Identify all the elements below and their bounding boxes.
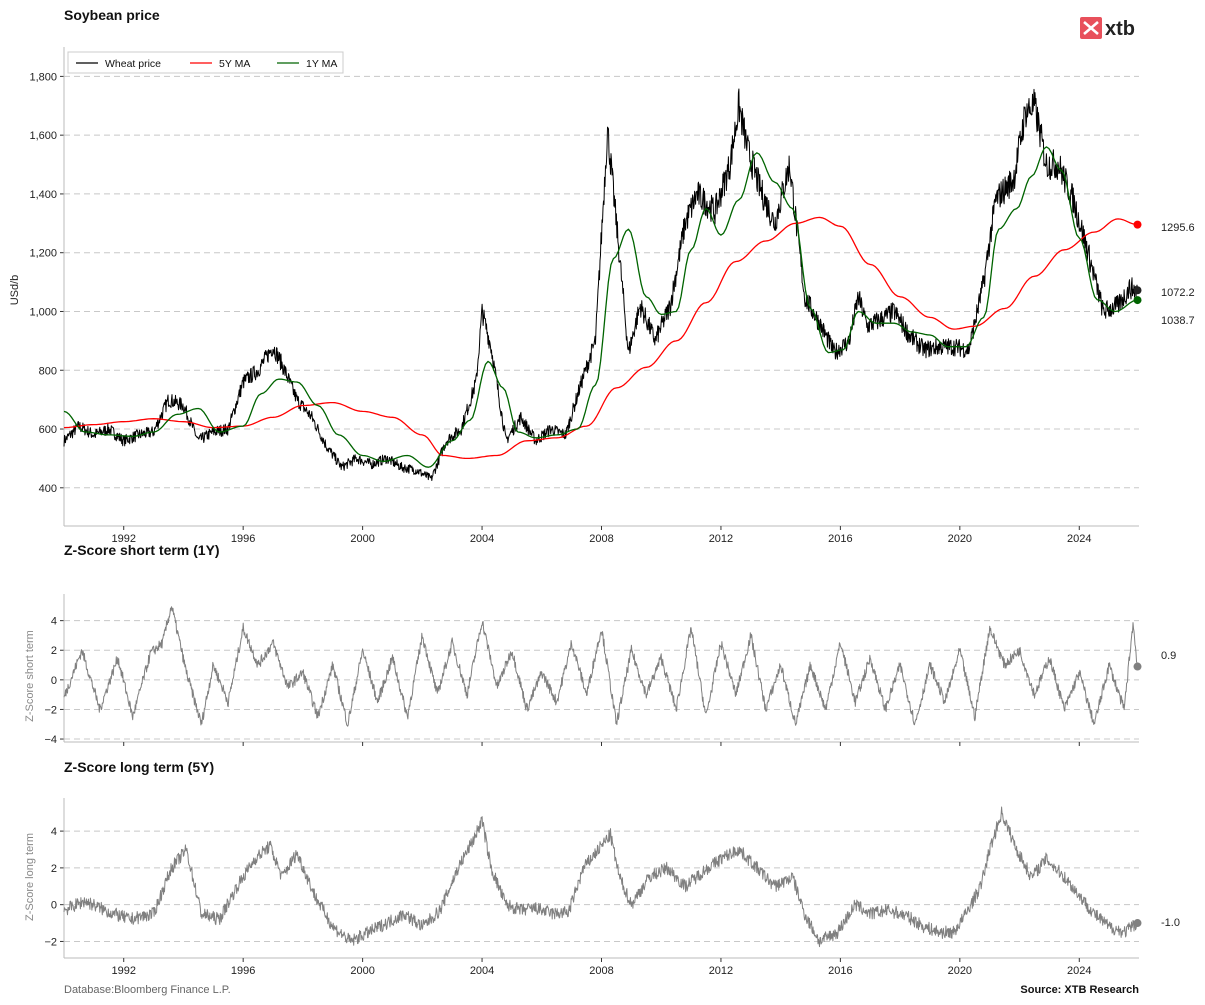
x-tick-label: 2000 (350, 965, 374, 977)
z-score-short-term-line (63, 606, 1138, 727)
y-tick-label: 1,200 (29, 248, 57, 260)
y-tick-label: 1,000 (29, 306, 57, 318)
end-point-marker (1133, 286, 1142, 295)
end-label-1y-ma: 1038.7 (1161, 315, 1195, 327)
x-tick-label: 2004 (470, 965, 494, 977)
x-tick-label: 1996 (231, 965, 255, 977)
price-legend: Wheat price 5Y MA 1Y MA (67, 51, 344, 74)
z-score-long-term-line (63, 806, 1138, 948)
xtb-logo: xtb (1080, 17, 1135, 40)
y-tick-label: 800 (39, 365, 57, 377)
y-tick-label: −2 (44, 704, 57, 716)
zscore-long-panel: 4 2 0 −2 1992 1996 2000 2004 2008 2012 2016 2020 202… (44, 798, 1142, 977)
xtb-logo-x-icon (1083, 21, 1099, 35)
x-tick-label: 2024 (1067, 533, 1091, 545)
y-tick-label: 600 (39, 424, 57, 436)
y-tick-label: 1,400 (29, 189, 57, 201)
y-tick-label: 1,600 (29, 130, 57, 142)
panel-title-price: Soybean price (64, 7, 160, 23)
x-tick-label: 2016 (828, 965, 852, 977)
y-tick-label: −2 (44, 936, 57, 948)
y-tick-label: 0 (51, 900, 57, 912)
x-tick-label: 2024 (1067, 965, 1091, 977)
x-tick-label: 2008 (589, 533, 613, 545)
xtb-logo-text: xtb (1105, 18, 1135, 40)
zscore-short-panel: 4 2 0 −2 −4 (44, 594, 1142, 746)
footer-source: Source: XTB Research (1020, 984, 1139, 996)
x-tick-label: 2000 (350, 533, 374, 545)
end-label-zshort: 0.9 (1161, 650, 1176, 662)
end-point-marker (1133, 662, 1142, 671)
end-label-5y-ma: 1295.6 (1161, 222, 1195, 234)
zlong-ylabel: Z-Score long term (24, 833, 36, 921)
y-tick-label: 0 (51, 675, 57, 687)
zshort-ylabel: Z-Score short term (24, 630, 36, 722)
x-tick-label: 1992 (111, 533, 135, 545)
x-tick-label: 2020 (948, 533, 972, 545)
y-tick-label: 2 (51, 863, 57, 875)
x-tick-label: 1992 (111, 965, 135, 977)
panel-title-zlong: Z-Score long term (5Y) (64, 759, 214, 775)
x-tick-label: 2008 (589, 965, 613, 977)
end-point-marker (1133, 296, 1142, 305)
price-ylabel: USd/b (9, 275, 21, 306)
end-label-wheat: 1072.2 (1161, 287, 1195, 299)
panel-title-zshort: Z-Score short term (1Y) (64, 542, 220, 558)
legend-label-1y-ma: 1Y MA (306, 58, 337, 70)
y-tick-label: 400 (39, 483, 57, 495)
x-tick-label: 2004 (470, 533, 494, 545)
y-tick-label: 2 (51, 645, 57, 657)
x-tick-label: 2016 (828, 533, 852, 545)
x-tick-label: 2012 (709, 533, 733, 545)
legend-label-wheat: Wheat price (105, 58, 161, 70)
legend-label-5y-ma: 5Y MA (219, 58, 250, 70)
x-tick-label: 1996 (231, 533, 255, 545)
y-tick-label: 4 (51, 616, 57, 628)
end-point-marker (1133, 220, 1142, 229)
x-tick-label: 2012 (709, 965, 733, 977)
end-label-zlong: -1.0 (1161, 917, 1180, 929)
y-tick-label: −4 (44, 734, 57, 746)
wheat-price-line (63, 88, 1138, 481)
footer-database: Database:Bloomberg Finance L.P. (64, 984, 231, 996)
1y-ma-line (63, 146, 1138, 468)
end-point-marker (1133, 919, 1142, 928)
x-tick-label: 2020 (948, 965, 972, 977)
price-panel: 400 600 800 1,000 1,200 1,400 1,600 1,800 1992 19… (29, 47, 1142, 545)
y-tick-label: 1,800 (29, 71, 57, 83)
y-tick-label: 4 (51, 826, 57, 838)
